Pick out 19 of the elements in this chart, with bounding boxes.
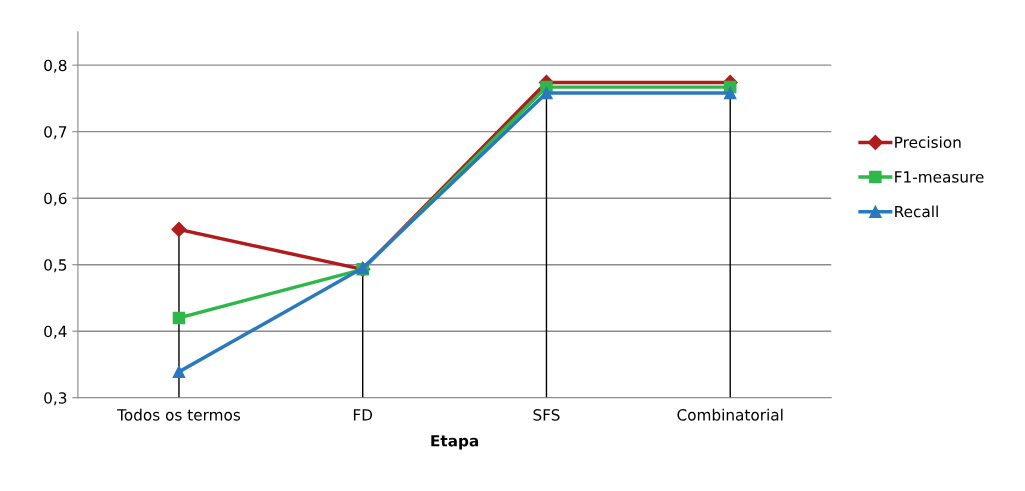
y-tick-label: 0,3: [44, 392, 67, 406]
x-tick-label: FD: [353, 409, 373, 421]
point: [723, 86, 737, 100]
point: [172, 365, 186, 379]
legend-label: Recall: [895, 205, 938, 218]
point: [171, 221, 187, 238]
y-tick-label: 0,8: [44, 59, 67, 73]
y-tick-label: 0,4: [44, 325, 67, 339]
legend-label: F1-measure: [895, 171, 984, 183]
point: [172, 311, 186, 325]
point: [540, 86, 553, 100]
x-axis-title: Etapa: [431, 435, 479, 450]
y-tick-label: 0,7: [44, 126, 67, 140]
y-tick-label: 0,6: [44, 192, 67, 206]
x-tick-label: SFS: [533, 409, 560, 421]
legend-label: Precision: [895, 136, 961, 149]
y-tick-label: 0,5: [44, 259, 67, 273]
x-tick-label: Combinatorial: [677, 408, 783, 421]
x-tick-label: Todos os termos: [117, 408, 241, 421]
